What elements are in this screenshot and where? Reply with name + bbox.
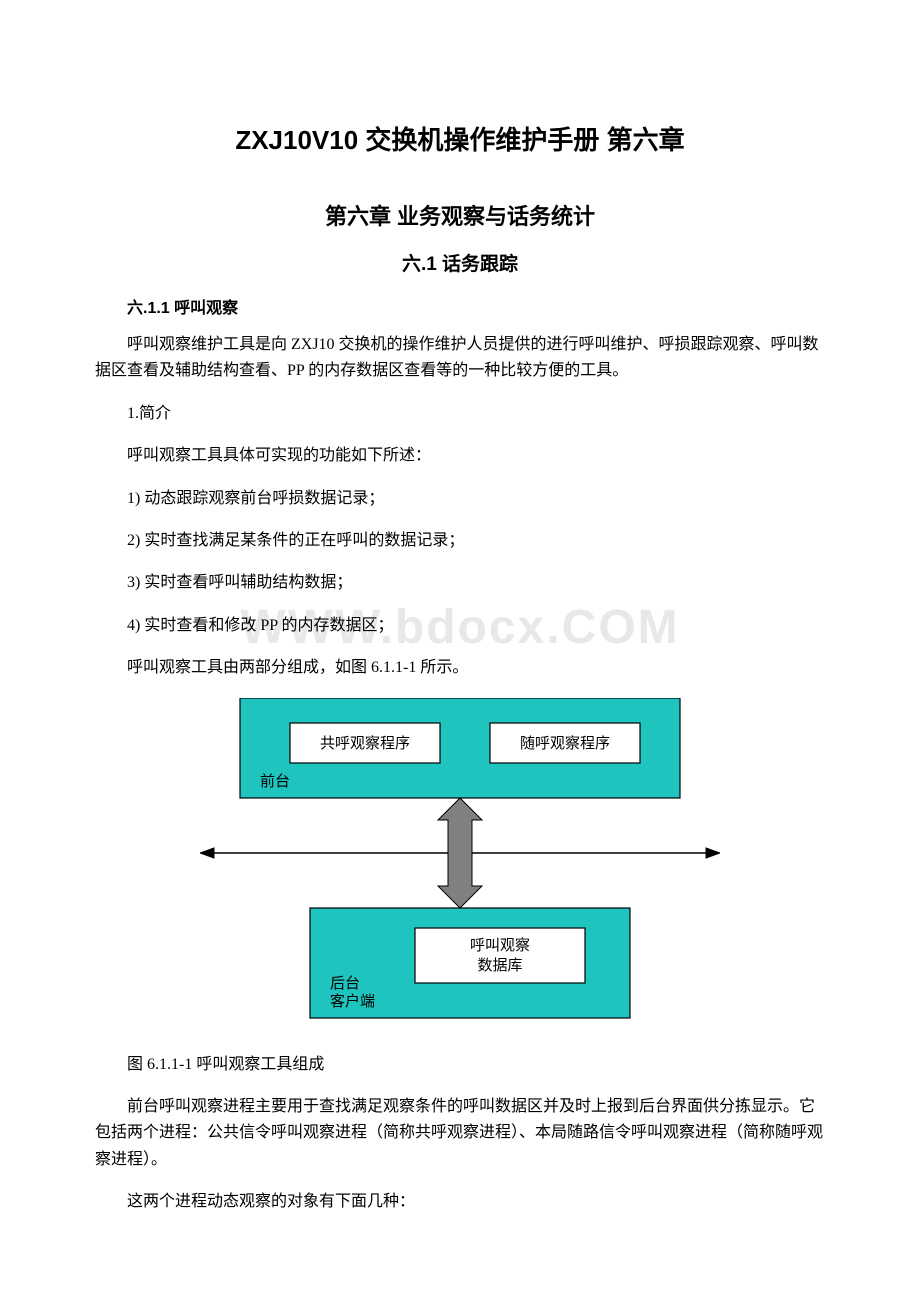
paragraph: 呼叫观察工具具体可实现的功能如下所述： <box>95 443 825 469</box>
section-title: 六.1 话务跟踪 <box>95 249 825 276</box>
paragraph: 1) 动态跟踪观察前台呼损数据记录； <box>95 486 825 512</box>
subsection-title: 六.1.1 呼叫观察 <box>95 294 825 318</box>
diagram-container: 共呼观察程序 随呼观察程序前台呼叫观察数据库后台客户端 <box>95 698 825 1028</box>
paragraph: 前台呼叫观察进程主要用于查找满足观察条件的呼叫数据区并及时上报到后台界面供分拣显… <box>95 1094 825 1173</box>
svg-text:数据库: 数据库 <box>477 957 522 974</box>
document-body: ZXJ10V10 交换机操作维护手册 第六章 第六章 业务观察与话务统计 六.1… <box>95 120 825 1215</box>
svg-text:客户端: 客户端 <box>330 993 375 1010</box>
svg-text:共呼观察程序: 共呼观察程序 <box>320 734 410 752</box>
svg-text:前台: 前台 <box>260 773 290 790</box>
svg-text:随呼观察程序: 随呼观察程序 <box>520 734 610 752</box>
architecture-diagram: 共呼观察程序 随呼观察程序前台呼叫观察数据库后台客户端 <box>200 698 720 1028</box>
paragraph: 2) 实时查找满足某条件的正在呼叫的数据记录； <box>95 528 825 554</box>
main-title: ZXJ10V10 交换机操作维护手册 第六章 <box>95 120 825 157</box>
svg-text:后台: 后台 <box>330 975 360 992</box>
paragraph: 呼叫观察维护工具是向 ZXJ10 交换机的操作维护人员提供的进行呼叫维护、呼损跟… <box>95 332 825 385</box>
chapter-title: 第六章 业务观察与话务统计 <box>95 199 825 231</box>
paragraph: 4) 实时查看和修改 PP 的内存数据区； <box>95 613 825 639</box>
svg-text:呼叫观察: 呼叫观察 <box>470 936 530 954</box>
paragraph: 呼叫观察工具由两部分组成，如图 6.1.1-1 所示。 <box>95 655 825 681</box>
paragraph: 这两个进程动态观察的对象有下面几种： <box>95 1189 825 1215</box>
paragraph: 3) 实时查看呼叫辅助结构数据； <box>95 570 825 596</box>
figure-caption: 图 6.1.1-1 呼叫观察工具组成 <box>95 1052 825 1078</box>
paragraph: 1.简介 <box>95 401 825 427</box>
